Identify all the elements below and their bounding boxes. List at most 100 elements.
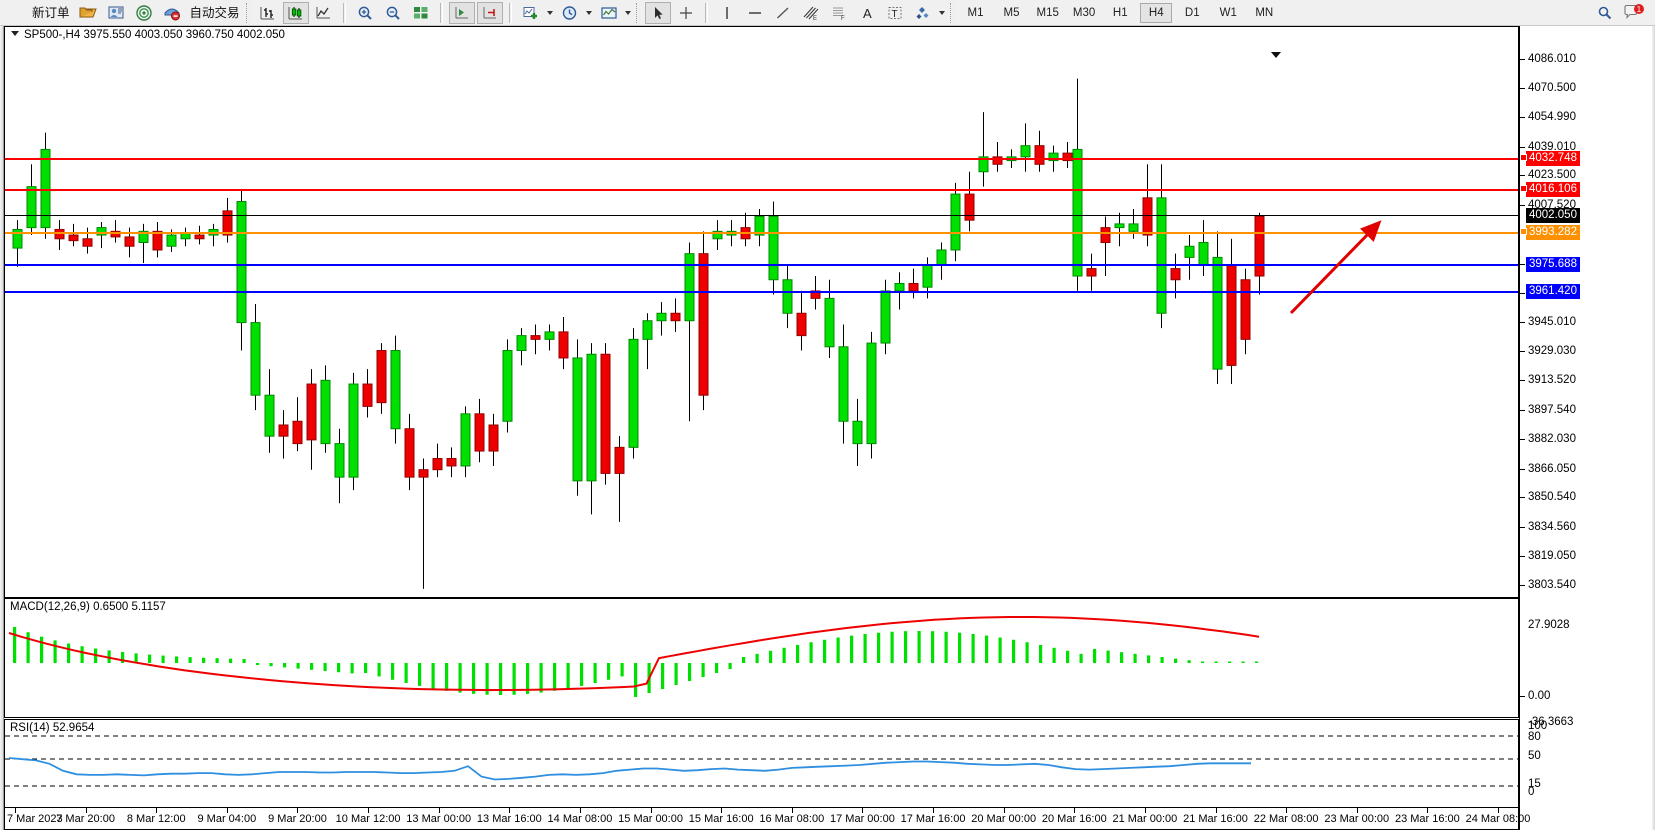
zoom-out-icon[interactable] (380, 2, 406, 24)
rsi-tick-label: 15 (1528, 778, 1541, 790)
text-icon[interactable]: A (854, 2, 880, 24)
symbol-caret-icon[interactable] (11, 31, 19, 36)
timeframe-h1[interactable]: H1 (1112, 6, 1128, 19)
search-icon[interactable] (1592, 2, 1618, 24)
periods-dropdown-arrow[interactable] (584, 2, 595, 24)
crosshair-icon[interactable] (673, 2, 699, 24)
indicators-dropdown-arrow[interactable] (545, 2, 556, 24)
fibonacci-icon[interactable]: F (826, 2, 852, 24)
price-chip-resistance[interactable]: 4032.748 (1520, 151, 1580, 167)
price-tick-label: 4070.500 (1528, 81, 1576, 94)
price-chip-resistance[interactable]: 4016.106 (1520, 182, 1580, 198)
indicators-icon[interactable] (518, 2, 544, 24)
folder-icon[interactable] (75, 2, 101, 24)
shift-start-icon[interactable] (448, 1, 475, 24)
level-line-last-price[interactable] (5, 215, 1518, 217)
price-chip-pivot[interactable]: 3993.282 (1520, 224, 1580, 240)
cursor-icon[interactable] (644, 1, 671, 24)
time-axis[interactable]: 7 Mar 2023 7 Mar 20:00 8 Mar 12:00 9 Mar 04… (4, 808, 1530, 830)
price-tick-label: 3945.010 (1528, 315, 1576, 328)
price-axis[interactable]: 4086.010 4070.500 4054.990 4039.010 4023.500… (1519, 26, 1655, 830)
macd-tick-label: 0.00 (1528, 690, 1551, 702)
new-order-icon[interactable] (1, 2, 27, 24)
macd-panel[interactable]: MACD(12,26,9) 0.6500 5.1157 (4, 598, 1519, 718)
level-line-resistance[interactable] (5, 189, 1518, 192)
shapes-dropdown-arrow[interactable] (937, 2, 948, 24)
zoom-in-icon[interactable] (352, 2, 378, 24)
svg-text:T: T (891, 9, 897, 20)
bar-chart-icon[interactable] (255, 2, 281, 24)
chip-handle[interactable] (1520, 227, 1527, 235)
price-panel[interactable]: SP500-,H4 3975.550 4003.050 3960.750 400… (4, 26, 1519, 598)
profile-icon[interactable] (103, 2, 129, 24)
price-tick-label: 3866.050 (1528, 462, 1576, 475)
left-rail[interactable] (0, 26, 4, 830)
time-tick-label: 20 Mar 16:00 (1041, 813, 1107, 825)
level-line-support[interactable] (5, 264, 1518, 267)
text-label-icon[interactable]: T (882, 2, 908, 24)
tile-windows-icon[interactable] (408, 2, 434, 24)
templates-icon[interactable] (596, 2, 622, 24)
price-candles (12, 78, 1265, 589)
level-line-resistance[interactable] (5, 158, 1518, 161)
horizontal-line-icon[interactable] (742, 2, 768, 24)
toolbar-separator-2 (439, 2, 443, 23)
equidistant-channel-icon[interactable]: E (798, 2, 824, 24)
price-tick-label: 4007.520 (1528, 199, 1576, 212)
price-chip-support[interactable]: 3961.420 (1526, 284, 1580, 299)
timeframe-w1[interactable]: W1 (1219, 6, 1237, 19)
chip-handle[interactable] (1520, 185, 1527, 193)
signal-icon[interactable] (131, 2, 157, 24)
price-tick-label: 4039.010 (1528, 140, 1576, 153)
price-tick (1520, 351, 1525, 353)
level-line-support[interactable] (5, 291, 1518, 293)
toolbar-grip-3[interactable] (949, 2, 954, 23)
rsi-plot (5, 735, 1518, 787)
time-tick-label: 9 Mar 20:00 (268, 813, 327, 825)
time-tick-label: 8 Mar 12:00 (126, 813, 186, 825)
new-order-button[interactable]: 新订单 (32, 5, 70, 20)
timeframe-m1[interactable]: M1 (967, 6, 984, 19)
rsi-label: RSI(14) 52.9654 (10, 722, 95, 734)
time-tick (156, 808, 158, 813)
vertical-line-icon[interactable] (714, 2, 740, 24)
vertical-scrollbar[interactable] (1652, 26, 1655, 830)
shapes-icon[interactable] (910, 2, 936, 24)
line-chart-icon[interactable] (311, 2, 337, 24)
time-tick (1003, 808, 1005, 813)
timeframe-h4[interactable]: H4 (1140, 2, 1173, 23)
price-tick (1520, 146, 1525, 148)
timeframe-d1[interactable]: D1 (1184, 6, 1200, 19)
periods-icon[interactable] (557, 2, 583, 24)
alerts-icon[interactable]: 1 (1620, 2, 1648, 24)
candlestick-icon[interactable] (282, 1, 309, 24)
chart-top-caret[interactable] (1271, 52, 1281, 58)
trendline-icon[interactable] (770, 2, 796, 24)
autotrading-icon[interactable] (159, 2, 185, 24)
autotrading-button[interactable]: 自动交易 (189, 5, 240, 20)
timeframe-mn[interactable]: MN (1255, 6, 1274, 19)
toolbar-grip[interactable] (245, 2, 250, 23)
price-chip-last-price[interactable]: 4002.050 (1526, 208, 1580, 224)
timeframe-m5[interactable]: M5 (1003, 6, 1020, 19)
chip-handle[interactable] (1520, 154, 1527, 162)
toolbar-grip-2[interactable] (635, 2, 640, 23)
time-tick-label: 17 Mar 00:00 (830, 813, 895, 825)
timeframe-m30[interactable]: M30 (1072, 6, 1096, 19)
timeframe-m15[interactable]: M15 (1036, 6, 1059, 19)
time-tick (85, 808, 87, 813)
svg-text:E: E (813, 16, 817, 21)
macd-plot (8, 616, 1260, 697)
timeframe-group: M1 M5 M15 M30 H1 H4 D1 W1 MN (958, 2, 1283, 23)
rsi-panel[interactable]: RSI(14) 52.9654 (4, 719, 1519, 808)
shift-end-icon[interactable] (476, 1, 503, 24)
time-tick-label: 20 Mar 00:00 (971, 813, 1037, 825)
templates-dropdown-arrow[interactable] (623, 2, 634, 24)
price-tick (1520, 292, 1525, 294)
level-line-pivot[interactable] (5, 231, 1518, 234)
price-chip-support[interactable]: 3975.688 (1526, 257, 1580, 273)
macd-tick-label: 27.9028 (1528, 619, 1570, 631)
time-tick-label: 24 Mar 08:00 (1465, 813, 1531, 825)
time-tick-label: 10 Mar 12:00 (335, 813, 401, 825)
price-tick (1520, 175, 1525, 177)
